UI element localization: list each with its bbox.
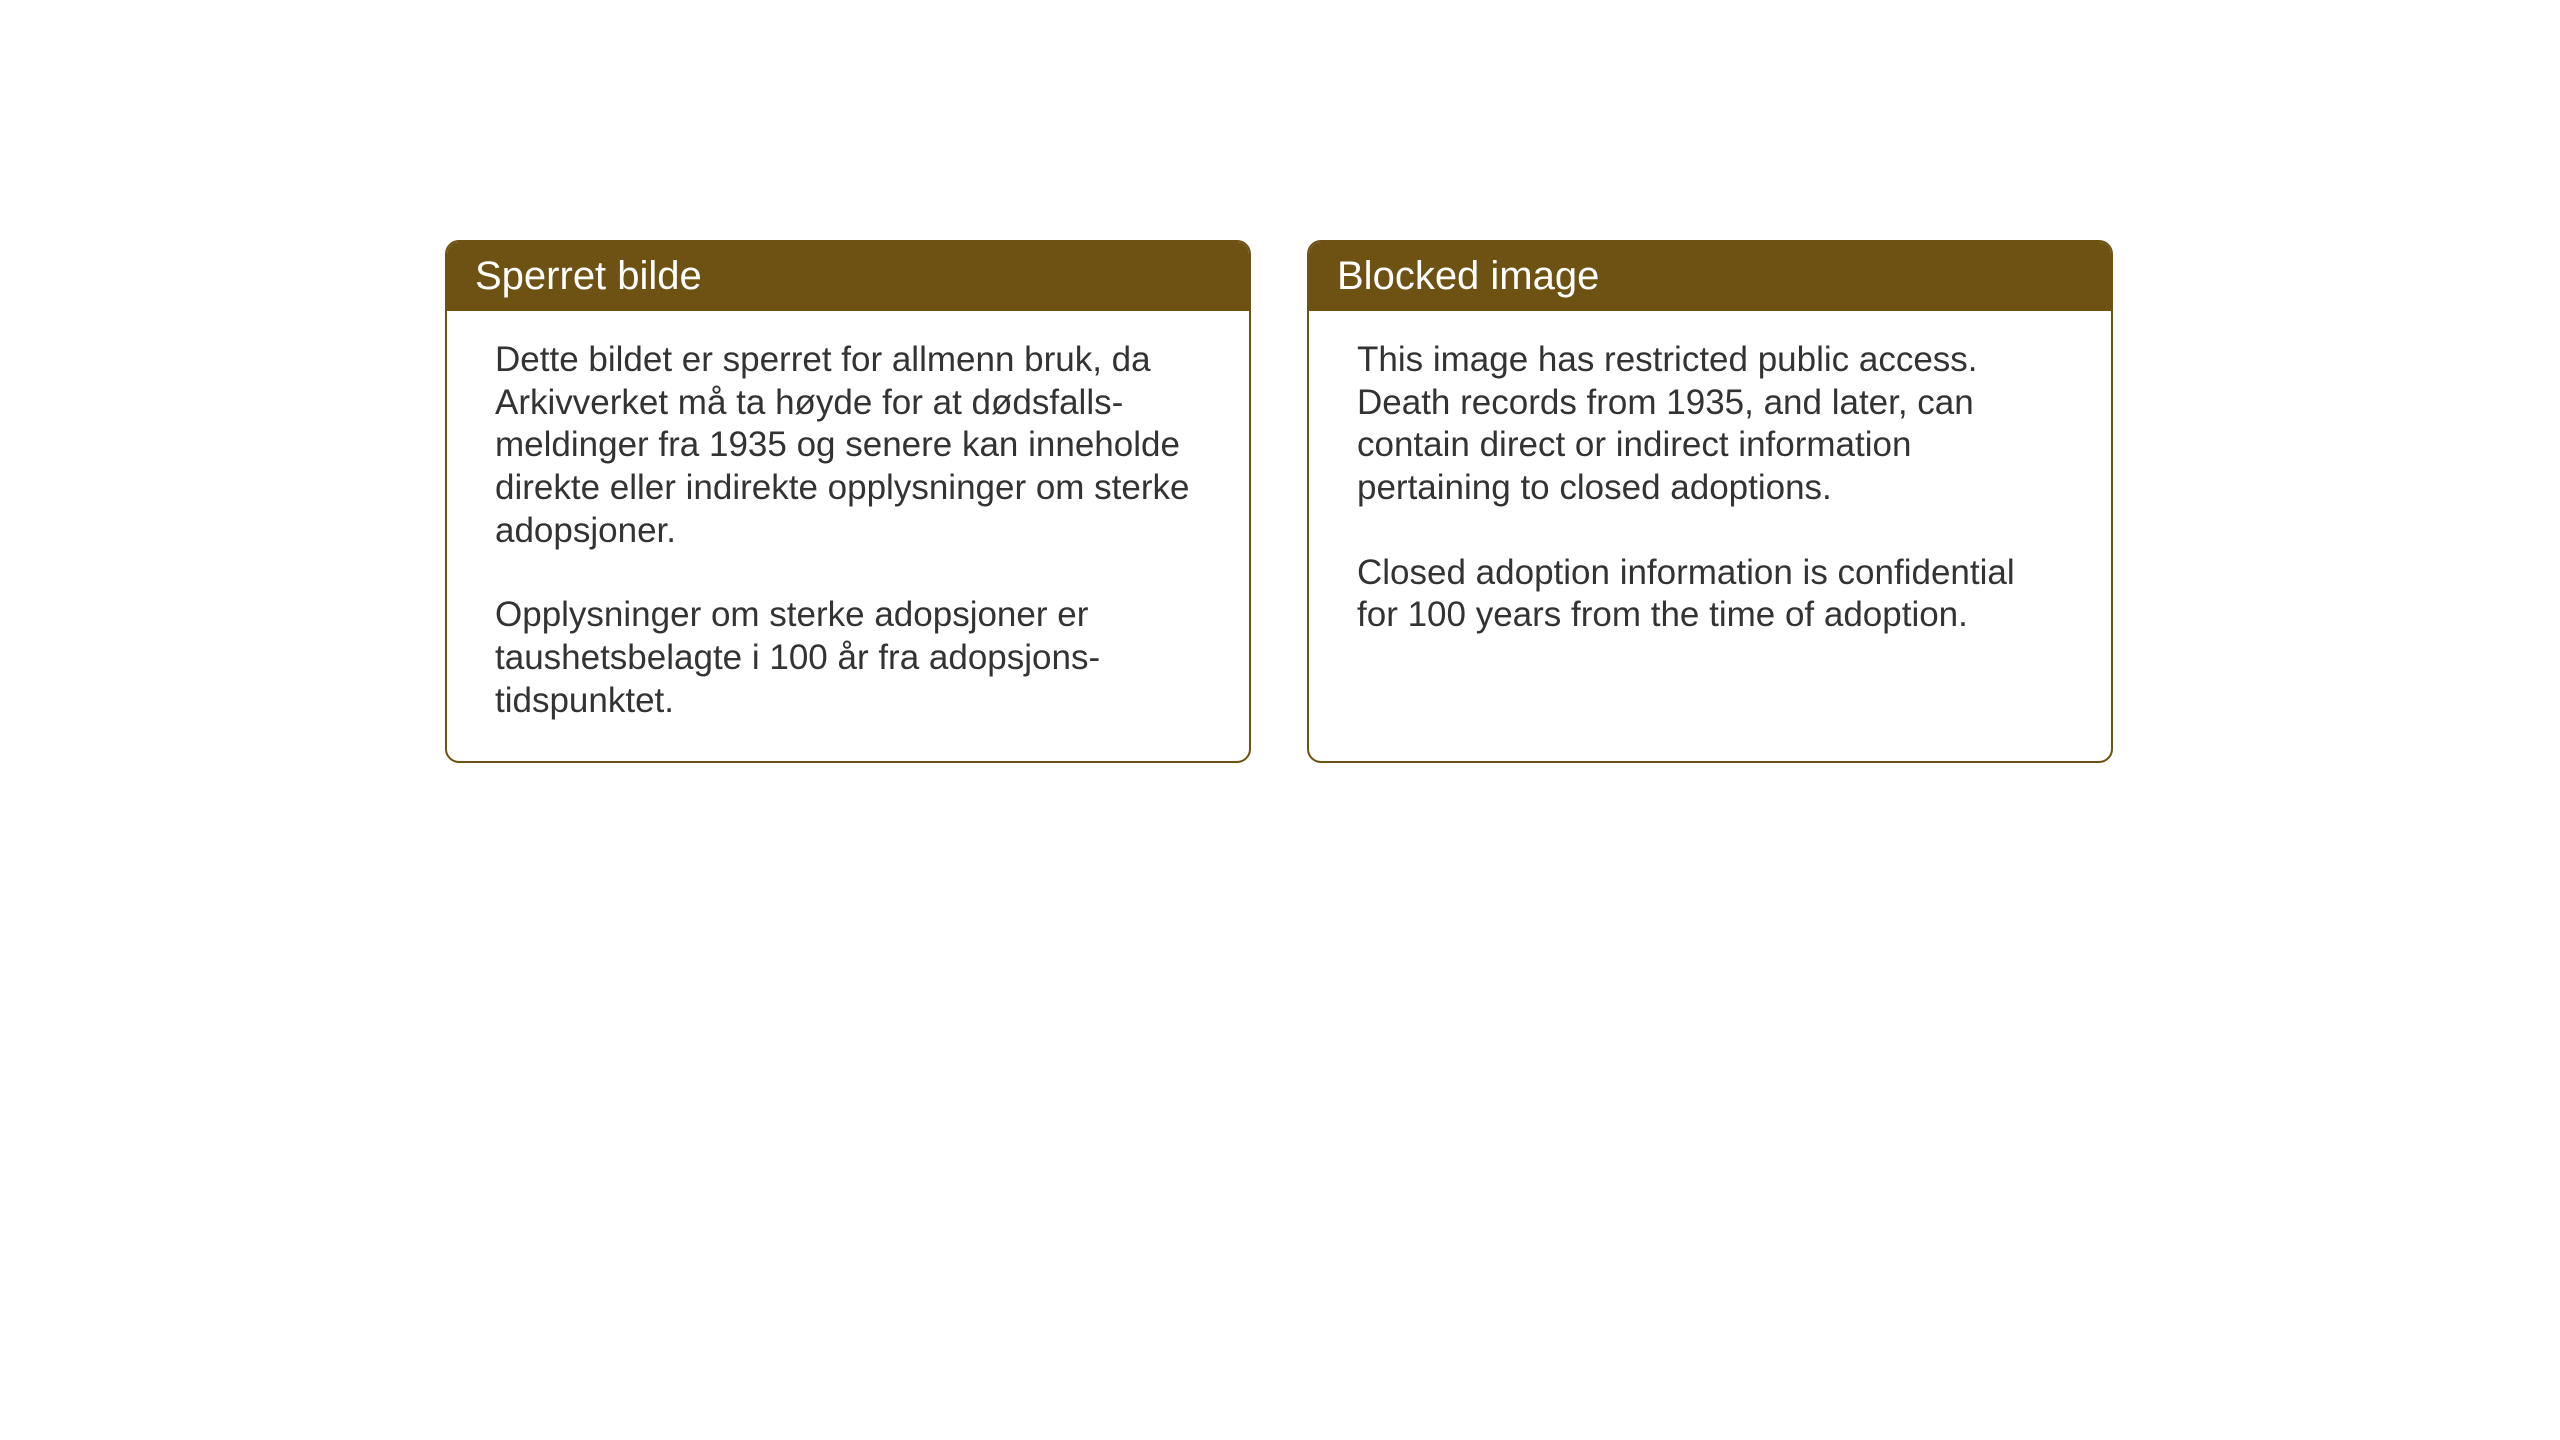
notice-header-norwegian: Sperret bilde [447,242,1249,311]
notice-paragraph-1-norwegian: Dette bildet er sperret for allmenn bruk… [495,339,1201,552]
notice-paragraph-1-english: This image has restricted public access.… [1357,339,2063,510]
notice-paragraph-2-english: Closed adoption information is confident… [1357,552,2063,637]
notice-paragraph-2-norwegian: Opplysninger om sterke adopsjoner er tau… [495,594,1201,722]
notice-title-english: Blocked image [1337,254,1599,298]
notice-container: Sperret bilde Dette bildet er sperret fo… [445,240,2113,763]
notice-body-english: This image has restricted public access.… [1309,311,2111,751]
notice-box-norwegian: Sperret bilde Dette bildet er sperret fo… [445,240,1251,763]
notice-body-norwegian: Dette bildet er sperret for allmenn bruk… [447,311,1249,761]
notice-header-english: Blocked image [1309,242,2111,311]
notice-title-norwegian: Sperret bilde [475,254,702,298]
notice-box-english: Blocked image This image has restricted … [1307,240,2113,763]
